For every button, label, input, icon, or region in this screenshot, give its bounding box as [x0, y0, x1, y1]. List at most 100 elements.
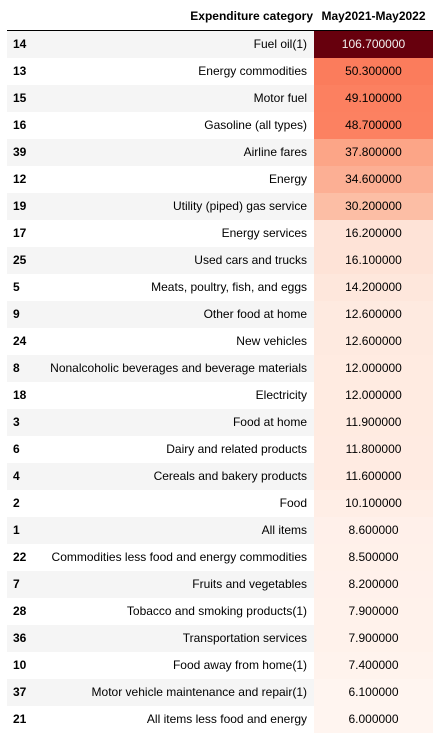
table-row: 25 Used cars and trucks 16.100000: [7, 247, 433, 274]
row-category: Used cars and trucks: [194, 253, 307, 267]
table-row: 24 New vehicles 12.600000: [7, 328, 433, 355]
table-row: 3 Food at home 11.900000: [7, 409, 433, 436]
table-row: 4 Cereals and bakery products 11.600000: [7, 463, 433, 490]
table-row: 8 Nonalcoholic beverages and beverage mat…: [7, 355, 433, 382]
table-row: 22 Commodities less food and energy commo…: [7, 544, 433, 571]
table-row: 21 All items less food and energy 6.000000: [7, 706, 433, 733]
row-index: 6: [13, 442, 20, 456]
header-value: May2021-May2022: [321, 9, 426, 23]
header-category: Expenditure category: [190, 9, 313, 23]
row-value-cell: 6.100000: [314, 679, 433, 706]
row-category: Meats, poultry, fish, and eggs: [151, 280, 307, 294]
table-row: 28 Tobacco and smoking products(1) 7.90000…: [7, 598, 433, 625]
row-index: 25: [13, 253, 27, 267]
table-row: 2 Food 10.100000: [7, 490, 433, 517]
row-index: 14: [13, 37, 27, 51]
row-category: Transportation services: [182, 631, 307, 645]
table-row: 37 Motor vehicle maintenance and repair(1…: [7, 679, 433, 706]
row-value-cell: 12.000000: [314, 382, 433, 409]
row-value-cell: 11.900000: [314, 409, 433, 436]
row-category: Food: [279, 496, 307, 510]
row-value-cell: 7.400000: [314, 652, 433, 679]
table-body: 14 Fuel oil(1) 106.700000 13 Energy commodit…: [7, 31, 433, 733]
data-table: Expenditure category May2021-May2022 14 F…: [7, 3, 433, 733]
table-row: 5 Meats, poultry, fish, and eggs 14.200000: [7, 274, 433, 301]
row-value-cell: 12.000000: [314, 355, 433, 382]
row-category: Gasoline (all types): [204, 118, 307, 132]
row-category: All items less food and energy: [146, 712, 307, 726]
row-value-cell: 12.600000: [314, 301, 433, 328]
row-category: Nonalcoholic beverages and beverage mate…: [50, 361, 307, 375]
table-row: 15 Motor fuel 49.100000: [7, 85, 433, 112]
row-index: 28: [13, 604, 27, 618]
row-index: 12: [13, 172, 27, 186]
table-row: 6 Dairy and related products 11.800000: [7, 436, 433, 463]
row-index: 3: [13, 415, 20, 429]
row-index: 37: [13, 685, 27, 699]
row-value-cell: 37.800000: [314, 139, 433, 166]
row-index: 1: [13, 523, 20, 537]
row-category: New vehicles: [236, 334, 307, 348]
row-index: 15: [13, 91, 27, 105]
row-category: Food at home: [232, 415, 307, 429]
row-value-cell: 8.600000: [314, 517, 433, 544]
row-category: Fuel oil(1): [253, 37, 307, 51]
table-row: 18 Electricity 12.000000: [7, 382, 433, 409]
table-row: 7 Fruits and vegetables 8.200000: [7, 571, 433, 598]
row-value-cell: 7.900000: [314, 598, 433, 625]
row-value-cell: 6.000000: [314, 706, 433, 733]
row-index: 13: [13, 64, 27, 78]
table-header: Expenditure category May2021-May2022: [7, 3, 433, 31]
row-index: 4: [13, 469, 20, 483]
table-row: 17 Energy services 16.200000: [7, 220, 433, 247]
row-category: Cereals and bakery products: [153, 469, 307, 483]
row-category: Motor fuel: [253, 91, 307, 105]
row-category: Energy services: [221, 226, 307, 240]
row-value-cell: 48.700000: [314, 112, 433, 139]
row-category: Tobacco and smoking products(1): [126, 604, 307, 618]
row-value-cell: 30.200000: [314, 193, 433, 220]
row-category: Energy: [268, 172, 307, 186]
row-value-cell: 8.200000: [314, 571, 433, 598]
table-row: 13 Energy commodities 50.300000: [7, 58, 433, 85]
row-category: Airline fares: [243, 145, 307, 159]
row-value-cell: 34.600000: [314, 166, 433, 193]
row-category: Commodities less food and energy commodi…: [51, 550, 307, 564]
table-row: 16 Gasoline (all types) 48.700000: [7, 112, 433, 139]
table-row: 14 Fuel oil(1) 106.700000: [7, 31, 433, 58]
row-value-cell: 11.800000: [314, 436, 433, 463]
row-index: 21: [13, 712, 27, 726]
row-index: 24: [13, 334, 27, 348]
table-row: 19 Utility (piped) gas service 30.200000: [7, 193, 433, 220]
row-index: 10: [13, 658, 27, 672]
row-category: Motor vehicle maintenance and repair(1): [91, 685, 307, 699]
row-index: 18: [13, 388, 27, 402]
table-row: 12 Energy 34.600000: [7, 166, 433, 193]
row-value-cell: 16.100000: [314, 247, 433, 274]
table-row: 9 Other food at home 12.600000: [7, 301, 433, 328]
row-index: 17: [13, 226, 27, 240]
row-category: Fruits and vegetables: [192, 577, 307, 591]
table-row: 39 Airline fares 37.800000: [7, 139, 433, 166]
row-category: Utility (piped) gas service: [172, 199, 307, 213]
row-value-cell: 7.900000: [314, 625, 433, 652]
row-index: 5: [13, 280, 20, 294]
row-category: Food away from home(1): [172, 658, 307, 672]
row-category: All items: [261, 523, 307, 537]
row-value-cell: 11.600000: [314, 463, 433, 490]
table-row: 36 Transportation services 7.900000: [7, 625, 433, 652]
row-index: 22: [13, 550, 27, 564]
row-index: 7: [13, 577, 20, 591]
row-value-cell: 16.200000: [314, 220, 433, 247]
row-index: 9: [13, 307, 20, 321]
row-index: 39: [13, 145, 27, 159]
row-value-cell: 50.300000: [314, 58, 433, 85]
row-value-cell: 14.200000: [314, 274, 433, 301]
row-index: 8: [13, 361, 20, 375]
table-row: 10 Food away from home(1) 7.400000: [7, 652, 433, 679]
row-index: 36: [13, 631, 27, 645]
row-category: Dairy and related products: [166, 442, 307, 456]
row-value-cell: 10.100000: [314, 490, 433, 517]
row-category: Energy commodities: [198, 64, 307, 78]
row-value-cell: 8.500000: [314, 544, 433, 571]
